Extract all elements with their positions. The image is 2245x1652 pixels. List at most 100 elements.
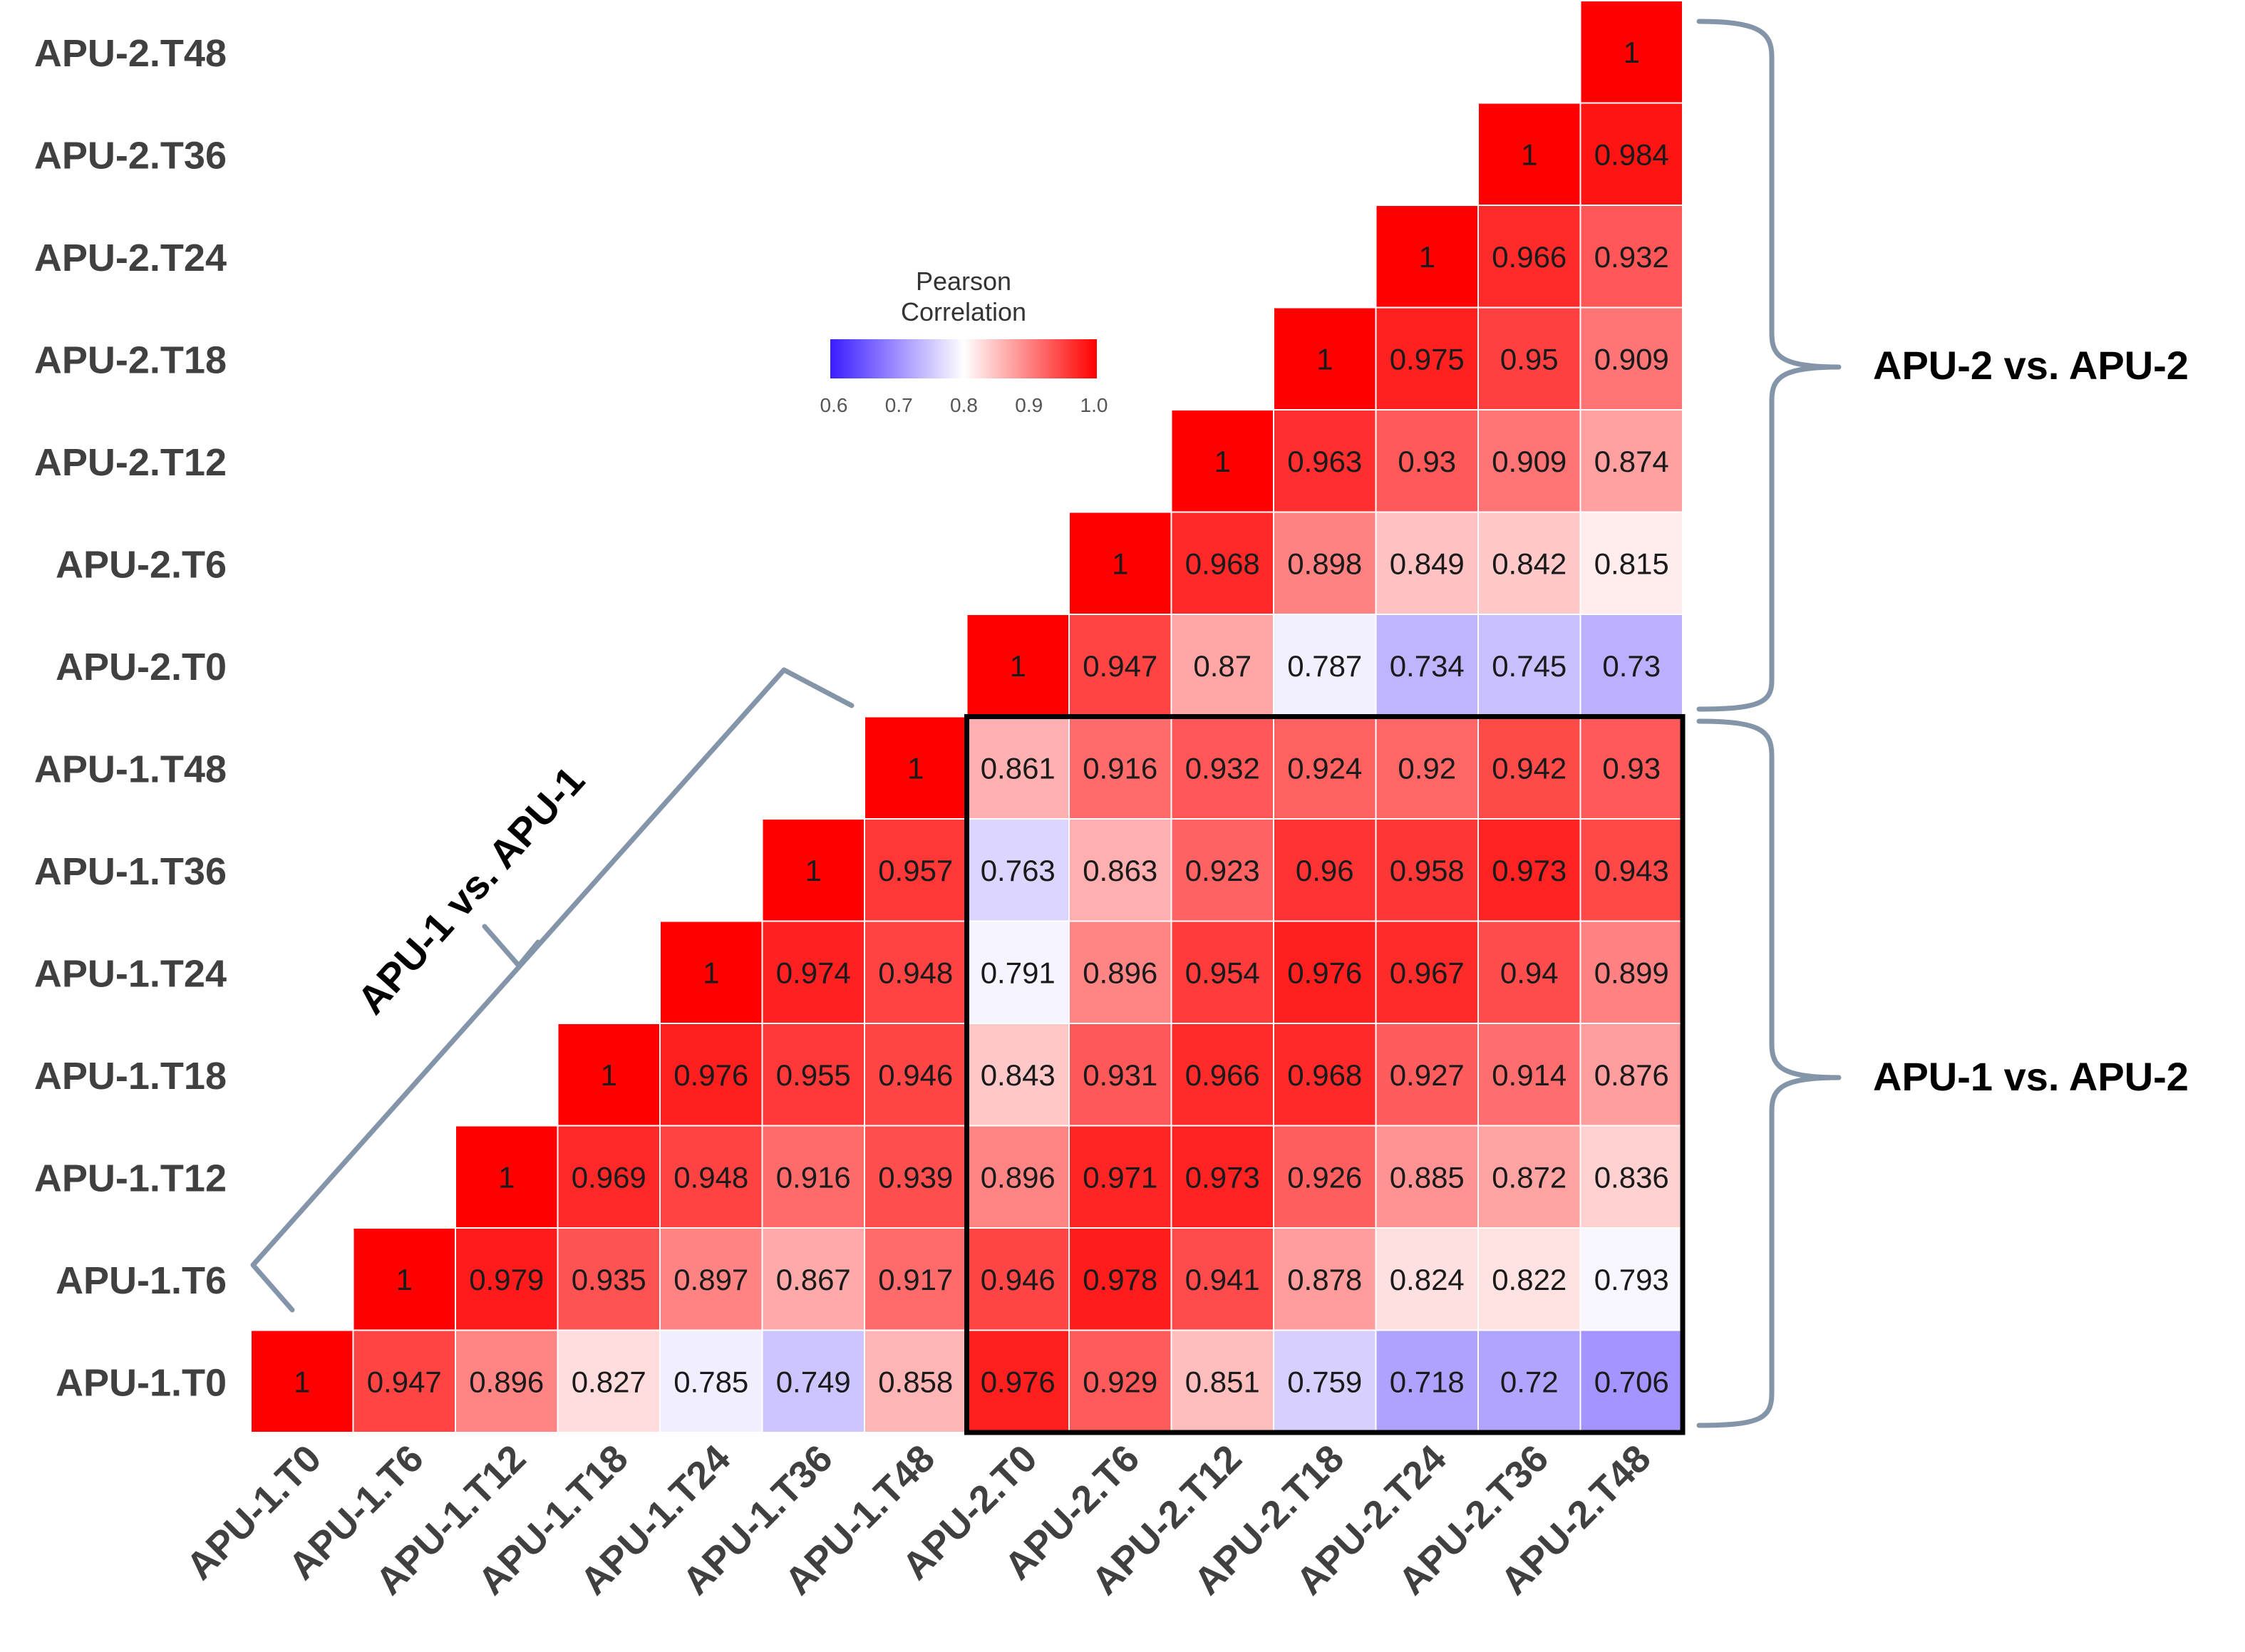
heatmap-cell [1579,614,1683,718]
heatmap-cell [1477,409,1581,513]
cell-value-label: 0.967 [1390,956,1465,989]
cell-value-label: 1 [294,1365,310,1398]
cell-value-label: 0.896 [1083,956,1157,989]
heatmap-cell [1579,511,1683,615]
cell-value-label: 0.885 [1390,1160,1465,1194]
cell-value-label: 0.939 [878,1160,953,1194]
heatmap-cell [1477,1023,1581,1127]
heatmap-cell [1170,1023,1274,1127]
cell-value-label: 0.95 [1500,342,1559,376]
heatmap-cell [352,1329,456,1433]
heatmap-cell [1579,306,1683,411]
cell-value-label: 0.898 [1287,547,1362,580]
heatmap-cell [1579,1023,1683,1127]
cell-value-label: 0.909 [1492,445,1567,478]
cell-value-label: 0.916 [1083,751,1157,785]
apu2-vs-apu2-bracket [1696,19,1842,712]
row-label: APU-1.T24 [34,952,227,995]
heatmap-cell [1273,409,1377,513]
cell-value-label: 0.963 [1287,445,1362,478]
heatmap-cell [1068,716,1172,820]
heatmap-cell [1170,1227,1274,1331]
heatmap-cell [659,1023,763,1127]
cell-value-label: 0.874 [1594,445,1669,478]
heatmap-cell [761,1125,865,1229]
heatmap-cell [966,920,1070,1024]
cell-value-label: 0.966 [1185,1058,1260,1092]
heatmap-cell [1477,1329,1581,1433]
heatmap-cell [659,920,763,1024]
heatmap-cell [1375,409,1479,513]
heatmap-cell [966,614,1070,718]
heatmap-cell [966,716,1070,820]
heatmap-cell [659,1125,763,1229]
cell-value-label: 0.827 [572,1365,646,1398]
legend-tick-label: 0.9 [1015,394,1043,416]
cell-value-label: 0.971 [1083,1160,1157,1194]
cell-value-label: 0.923 [1185,854,1260,887]
heatmap-cell [864,716,968,820]
cell-value-label: 1 [1316,342,1333,376]
cell-value-label: 0.706 [1594,1365,1669,1398]
cell-value-label: 0.896 [469,1365,544,1398]
cell-value-label: 0.973 [1185,1160,1260,1194]
heatmap-cell [1477,1227,1581,1331]
cell-value-label: 0.718 [1390,1365,1465,1398]
heatmap-cell [864,1329,968,1433]
heatmap-cell [557,1023,661,1127]
color-legend: Pearson Correlation 0.6 0.7 0.8 0.9 1.0 [820,267,1108,416]
cell-value-label: 0.785 [674,1365,748,1398]
row-label: APU-2.T24 [34,237,227,279]
cell-value-label: 0.943 [1594,854,1669,887]
heatmap-cell [1375,716,1479,820]
cell-value-label: 1 [1521,138,1537,171]
heatmap-cell [1579,0,1683,104]
heatmap-cell [1579,1227,1683,1331]
cell-value-label: 0.969 [572,1160,646,1194]
row-label: APU-1.T12 [34,1157,227,1199]
cell-value-label: 0.872 [1492,1160,1567,1194]
cell-value-label: 1 [703,956,719,989]
heatmap-cell [761,1023,865,1127]
cell-value-label: 0.878 [1287,1263,1362,1296]
cell-value-label: 0.851 [1185,1365,1260,1398]
cell-value-label: 0.935 [572,1263,646,1296]
heatmap-cell [1477,511,1581,615]
cell-value-label: 0.836 [1594,1160,1669,1194]
row-label: APU-1.T18 [34,1055,227,1098]
column-labels: APU-1.T0APU-1.T6APU-1.T12APU-1.T18APU-1.… [178,1437,1659,1603]
cell-value-label: 0.72 [1500,1365,1559,1398]
cell-value-label: 0.976 [674,1058,748,1092]
heatmap-cell [761,1227,865,1331]
cell-value-label: 0.975 [1390,342,1465,376]
heatmap-cell [1068,1227,1172,1331]
cell-value-label: 0.896 [981,1160,1056,1194]
apu1-vs-apu1-bracket [250,667,855,1313]
cell-value-label: 0.914 [1492,1058,1567,1092]
cell-value-label: 0.93 [1398,445,1456,478]
heatmap-cell [1579,205,1683,309]
cell-value-label: 1 [396,1263,413,1296]
cell-value-label: 0.916 [776,1160,851,1194]
heatmap-cell [1068,920,1172,1024]
cell-value-label: 1 [601,1058,617,1092]
heatmap-cell [1170,614,1274,718]
heatmap-cell [966,818,1070,922]
cell-value-label: 0.824 [1390,1263,1465,1296]
cell-value-label: 0.92 [1398,751,1456,785]
cell-value-label: 0.73 [1602,649,1661,683]
cell-value-label: 0.948 [674,1160,748,1194]
cell-value-label: 1 [1214,445,1231,478]
heatmap-cell [1579,409,1683,513]
heatmap-cell [1477,205,1581,309]
legend-tick-label: 0.8 [950,394,978,416]
cell-value-label: 0.87 [1193,649,1251,683]
heatmap-cell [1068,1329,1172,1433]
cell-value-label: 0.822 [1492,1263,1567,1296]
cell-value-label: 1 [907,751,924,785]
heatmap-cell [864,920,968,1024]
cell-value-label: 0.924 [1287,751,1362,785]
legend-tick-label: 0.6 [820,394,848,416]
